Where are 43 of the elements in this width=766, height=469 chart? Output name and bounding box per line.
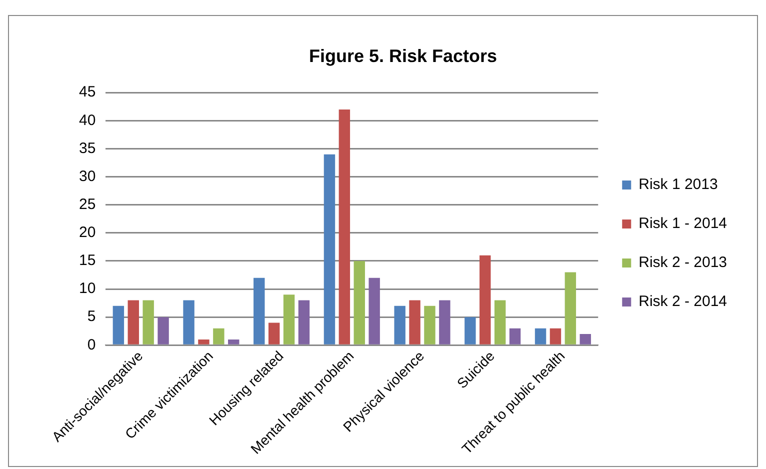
- bar: [368, 278, 380, 344]
- bar: [142, 300, 154, 344]
- bar: [424, 306, 436, 344]
- bar: [128, 300, 139, 344]
- y-tick-label: 45: [78, 84, 96, 101]
- bar: [158, 317, 169, 344]
- bar: [580, 334, 591, 344]
- legend-label: Risk 2 - 2013: [638, 254, 727, 272]
- bar: [354, 260, 365, 344]
- bar: [324, 154, 336, 344]
- bar: [564, 272, 576, 344]
- bar: [183, 300, 194, 344]
- bar: [550, 328, 562, 344]
- y-tick-label: 25: [78, 196, 96, 213]
- bar: [254, 278, 265, 344]
- bar: [228, 340, 240, 344]
- y-tick-label: 0: [87, 336, 96, 354]
- bar: [298, 300, 310, 344]
- bar: [464, 317, 476, 344]
- bar: [394, 306, 406, 344]
- y-tick-label: 35: [78, 140, 96, 157]
- legend-label: Risk 1 2013: [638, 176, 718, 194]
- bar: [213, 328, 224, 344]
- y-tick-label: 10: [78, 280, 96, 298]
- y-tick-label: 15: [78, 252, 96, 270]
- y-tick-label: 20: [78, 224, 96, 242]
- bar: [112, 306, 124, 344]
- chart-title: Figure 5. Risk Factors: [308, 46, 498, 66]
- bar: [268, 322, 280, 344]
- legend-label: Risk 1 - 2014: [638, 215, 727, 232]
- bar: [338, 109, 350, 344]
- bar: [283, 294, 295, 344]
- bar: [198, 340, 210, 344]
- bar: [509, 328, 521, 344]
- bar: [409, 300, 420, 344]
- y-tick-label: 40: [78, 112, 96, 129]
- y-tick-label: 30: [78, 168, 96, 185]
- legend-label: Risk 2 - 2014: [638, 293, 727, 310]
- bar: [534, 328, 546, 344]
- bar: [480, 255, 491, 344]
- bar: [494, 300, 506, 344]
- bar: [439, 300, 450, 344]
- y-tick-label: 5: [87, 308, 96, 326]
